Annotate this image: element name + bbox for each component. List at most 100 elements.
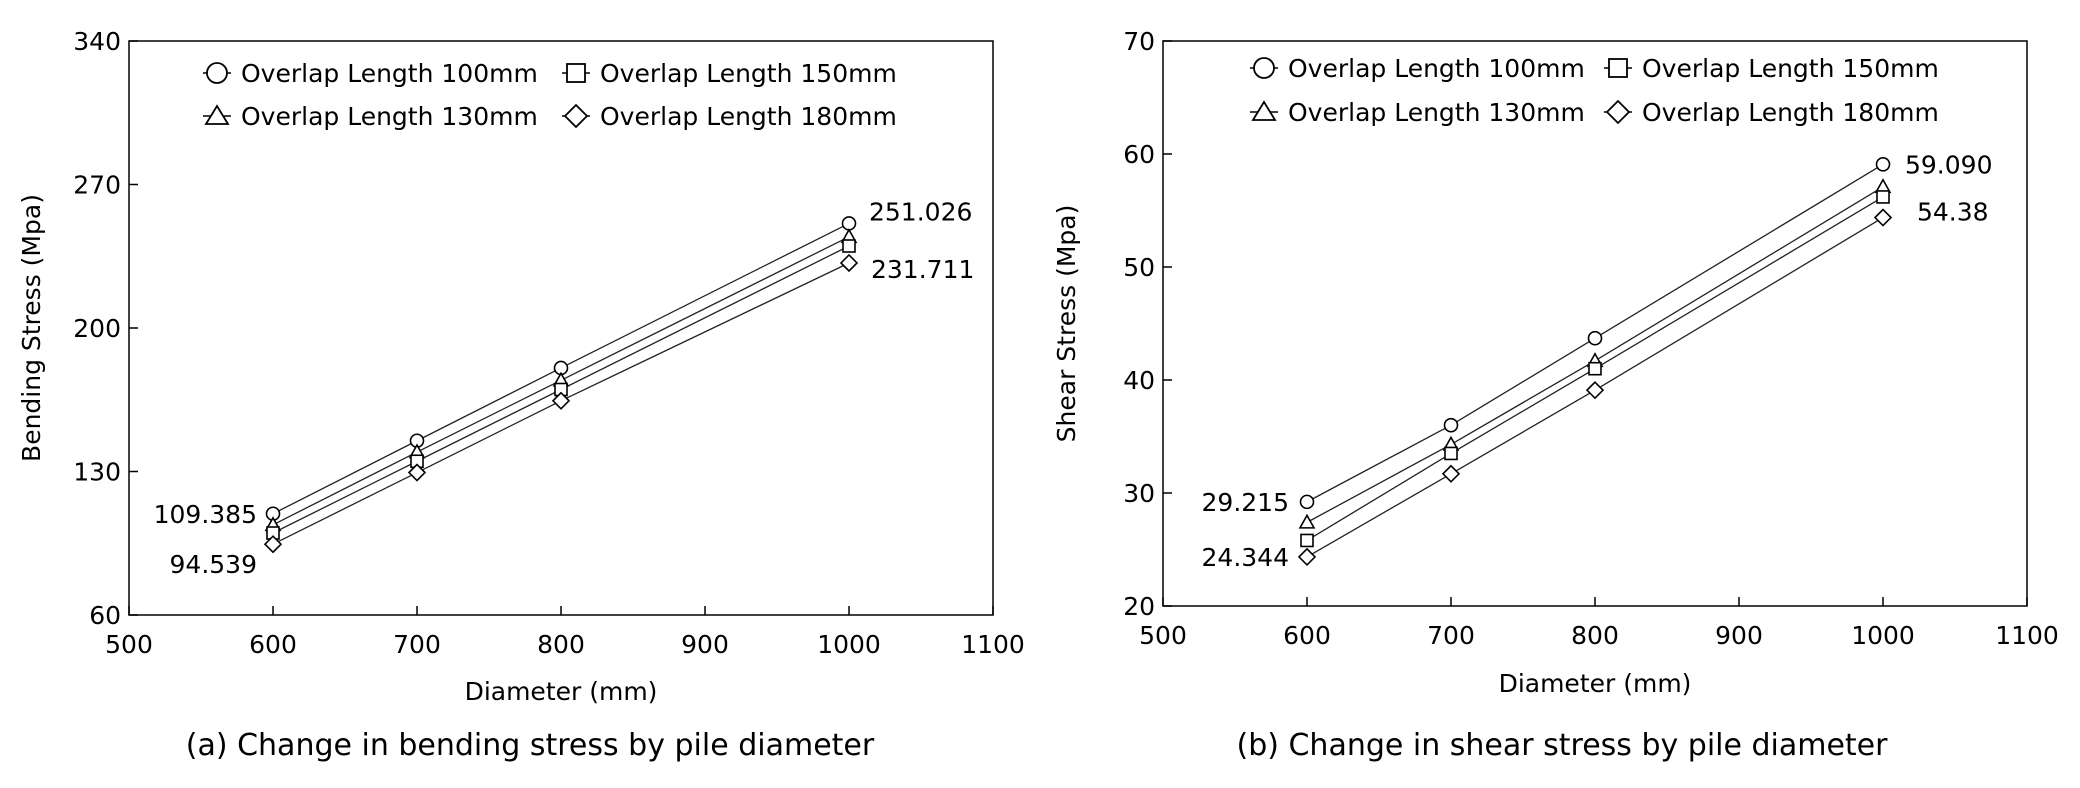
legend-item: Overlap Length 150mm: [562, 59, 897, 88]
data-label: 94.539: [170, 550, 257, 579]
legend-label: Overlap Length 100mm: [241, 59, 538, 88]
series-triangle: [264, 228, 858, 532]
legend-item: Overlap Length 150mm: [1604, 54, 1939, 83]
series-line: [1306, 186, 1884, 523]
legend-label: Overlap Length 150mm: [600, 59, 897, 88]
series-diamond: [1297, 208, 1893, 567]
legend-item: Overlap Length 130mm: [1250, 98, 1585, 127]
legend-item: Overlap Length 180mm: [1604, 98, 1939, 127]
x-tick-label: 1100: [961, 630, 1025, 659]
data-point: [551, 391, 571, 410]
x-tick-label: 600: [1283, 621, 1331, 650]
y-axis-label: Bending Stress (Mpa): [17, 194, 46, 462]
y-tick-label: 60: [89, 601, 121, 630]
x-tick-label: 1000: [817, 630, 881, 659]
figure-caption: (a) Change in bending stress by pile dia…: [186, 728, 875, 763]
legend-marker-triangle: [1251, 100, 1277, 121]
data-point: [1875, 156, 1891, 172]
data-point: [842, 239, 856, 253]
x-tick-label: 700: [1427, 621, 1475, 650]
data-point: [839, 253, 859, 273]
legend-marker-circle: [1253, 57, 1275, 79]
data-label: 231.711: [871, 255, 974, 284]
data-point: [1876, 190, 1890, 204]
x-tick-label: 900: [1715, 621, 1763, 650]
data-point: [1298, 513, 1316, 529]
legend-marker-circle: [206, 62, 228, 84]
series-line: [1306, 163, 1884, 503]
series-square: [1300, 190, 1890, 548]
y-tick-label: 340: [73, 27, 121, 56]
y-tick-label: 20: [1123, 592, 1155, 621]
x-tick-label: 1000: [1851, 621, 1915, 650]
x-tick-label: 500: [1139, 621, 1187, 650]
data-label: 29.215: [1202, 488, 1289, 517]
data-point: [1587, 330, 1603, 346]
y-tick-label: 30: [1123, 479, 1155, 508]
legend-item: Overlap Length 100mm: [1250, 54, 1585, 83]
legend-label: Overlap Length 180mm: [600, 102, 897, 131]
data-point: [1441, 464, 1461, 483]
y-tick-label: 40: [1123, 366, 1155, 395]
data-label: 109.385: [154, 500, 257, 529]
x-tick-label: 1100: [1995, 621, 2059, 650]
data-point: [1588, 361, 1602, 376]
y-axis-label: Shear Stress (Mpa): [1052, 205, 1081, 443]
y-tick-label: 130: [73, 458, 121, 487]
x-axis-label: Diameter (mm): [1499, 669, 1692, 698]
x-tick-label: 700: [393, 630, 441, 659]
data-point: [841, 216, 857, 231]
x-tick-label: 600: [249, 630, 297, 659]
data-point: [1585, 381, 1605, 400]
legend: Overlap Length 100mm Overlap Length 150mm…: [203, 59, 897, 131]
data-point: [1873, 208, 1893, 227]
x-tick-label: 800: [1571, 621, 1619, 650]
data-point: [1300, 533, 1314, 548]
data-point: [1444, 446, 1458, 461]
x-tick-label: 900: [681, 630, 729, 659]
data-point: [1299, 494, 1315, 510]
series-diamond: [263, 253, 859, 554]
data-point: [263, 535, 283, 554]
series-line: [272, 236, 850, 526]
series-circle: [1299, 156, 1891, 510]
legend-marker-square: [1608, 58, 1628, 78]
series-line: [272, 245, 850, 534]
series-line: [272, 262, 850, 545]
y-tick-label: 60: [1123, 140, 1155, 169]
figure-caption: (b) Change in shear stress by pile diame…: [1237, 728, 1889, 763]
legend-marker-triangle: [204, 104, 230, 125]
y-tick-label: 270: [73, 171, 121, 200]
data-point: [1443, 417, 1459, 433]
legend-label: Overlap Length 130mm: [1288, 98, 1585, 127]
series-circle: [265, 216, 857, 522]
data-label: 24.344: [1202, 543, 1289, 572]
y-tick-label: 50: [1123, 253, 1155, 282]
series-line: [1306, 196, 1884, 542]
x-tick-label: 500: [105, 630, 153, 659]
legend-label: Overlap Length 180mm: [1642, 98, 1939, 127]
x-axis-label: Diameter (mm): [465, 677, 658, 706]
x-tick-label: 800: [537, 630, 585, 659]
legend-marker-square: [566, 63, 586, 83]
data-point: [407, 463, 427, 482]
legend: Overlap Length 100mm Overlap Length 150mm…: [1250, 54, 1939, 127]
legend-item: Overlap Length 180mm: [562, 102, 897, 131]
legend-item: Overlap Length 100mm: [203, 59, 538, 88]
series-line: [1306, 216, 1884, 558]
legend-marker-diamond: [1605, 99, 1631, 125]
legend-label: Overlap Length 100mm: [1288, 54, 1585, 83]
bending-stress-chart: 500 600 700 800 900 1000 1100 60 130 200 270 340 Dia…: [17, 27, 1025, 763]
legend-label: Overlap Length 130mm: [241, 102, 538, 131]
data-label: 54.38: [1917, 198, 1989, 227]
data-label: 59.090: [1905, 150, 1992, 179]
data-point: [1297, 547, 1317, 567]
y-tick-label: 70: [1123, 27, 1155, 56]
shear-stress-chart: 500 600 700 800 900 1000 1100 20 30 40 50 60 70 Diame…: [1052, 27, 2059, 763]
series-triangle: [1298, 178, 1892, 529]
y-tick-label: 200: [73, 314, 121, 343]
legend-item: Overlap Length 130mm: [203, 102, 538, 131]
data-label: 251.026: [869, 197, 972, 226]
legend-label: Overlap Length 150mm: [1642, 54, 1939, 83]
